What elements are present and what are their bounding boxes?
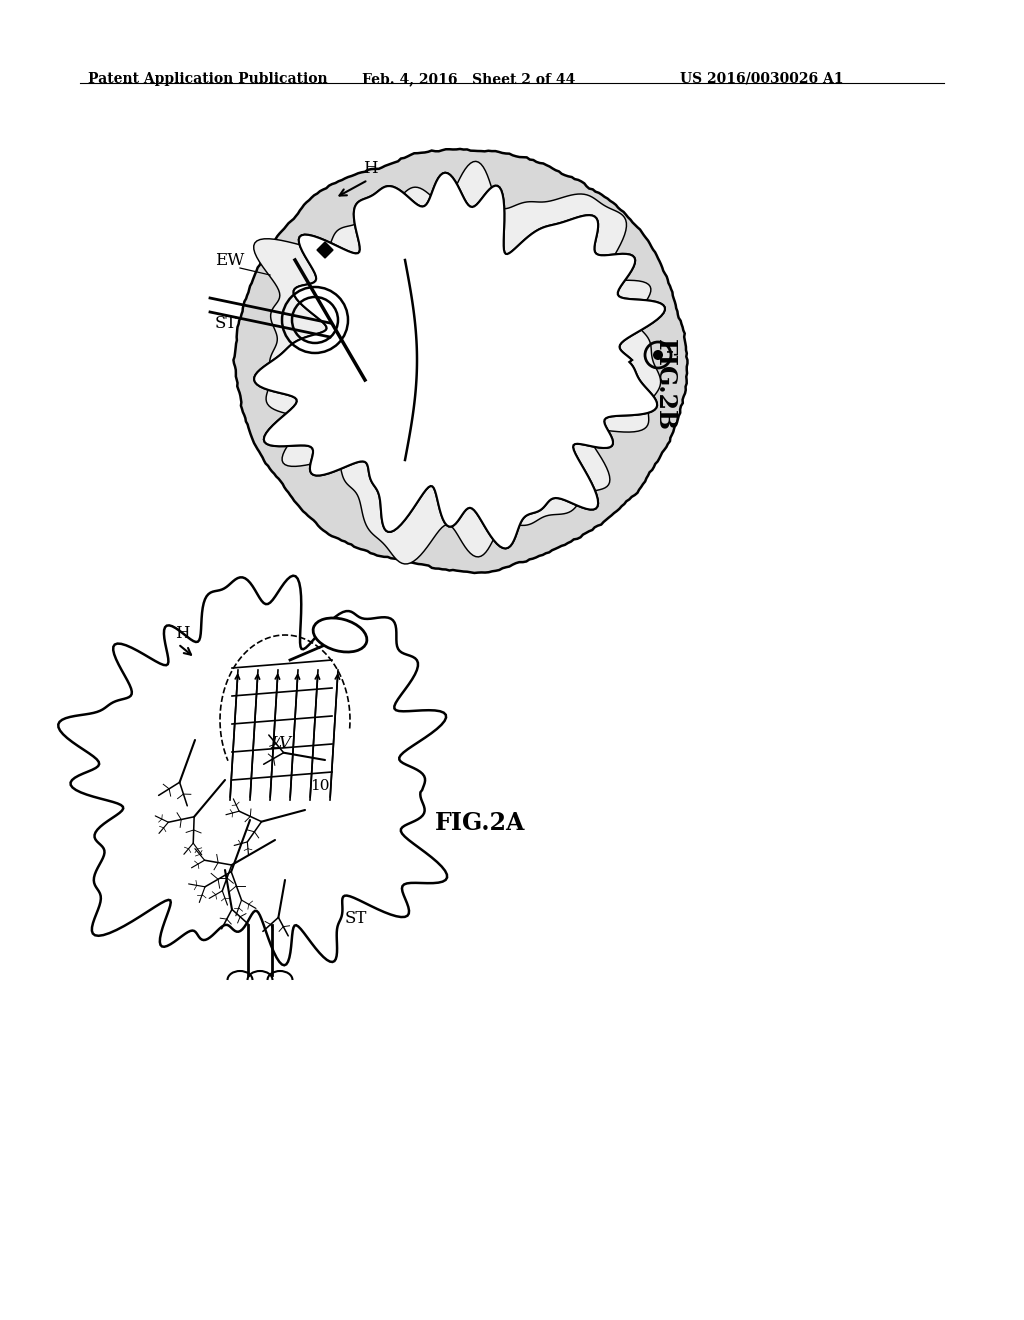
Text: 14: 14 [340,323,359,338]
Polygon shape [58,576,447,965]
Ellipse shape [313,618,367,652]
Polygon shape [254,173,665,548]
Text: Feb. 4, 2016   Sheet 2 of 44: Feb. 4, 2016 Sheet 2 of 44 [362,73,575,86]
Polygon shape [317,242,333,257]
Text: US 2016/0030026 A1: US 2016/0030026 A1 [680,73,844,86]
Text: SE: SE [395,381,419,399]
Text: EW: EW [215,252,245,269]
Circle shape [653,350,663,360]
Text: H: H [175,624,189,642]
Text: 10: 10 [310,779,330,793]
Text: ST: ST [215,315,238,333]
Text: H: H [362,160,377,177]
Text: LV: LV [270,735,291,752]
Text: 16: 16 [343,348,362,363]
Polygon shape [254,173,665,548]
Text: LV: LV [440,321,463,339]
Polygon shape [233,149,687,573]
Text: Patent Application Publication: Patent Application Publication [88,73,328,86]
Polygon shape [254,161,660,564]
Text: FIG.2B: FIG.2B [653,339,677,430]
Text: FIG.2A: FIG.2A [435,810,525,836]
Text: ST: ST [345,909,368,927]
Text: 12: 12 [295,434,314,447]
Text: RV: RV [415,455,441,474]
